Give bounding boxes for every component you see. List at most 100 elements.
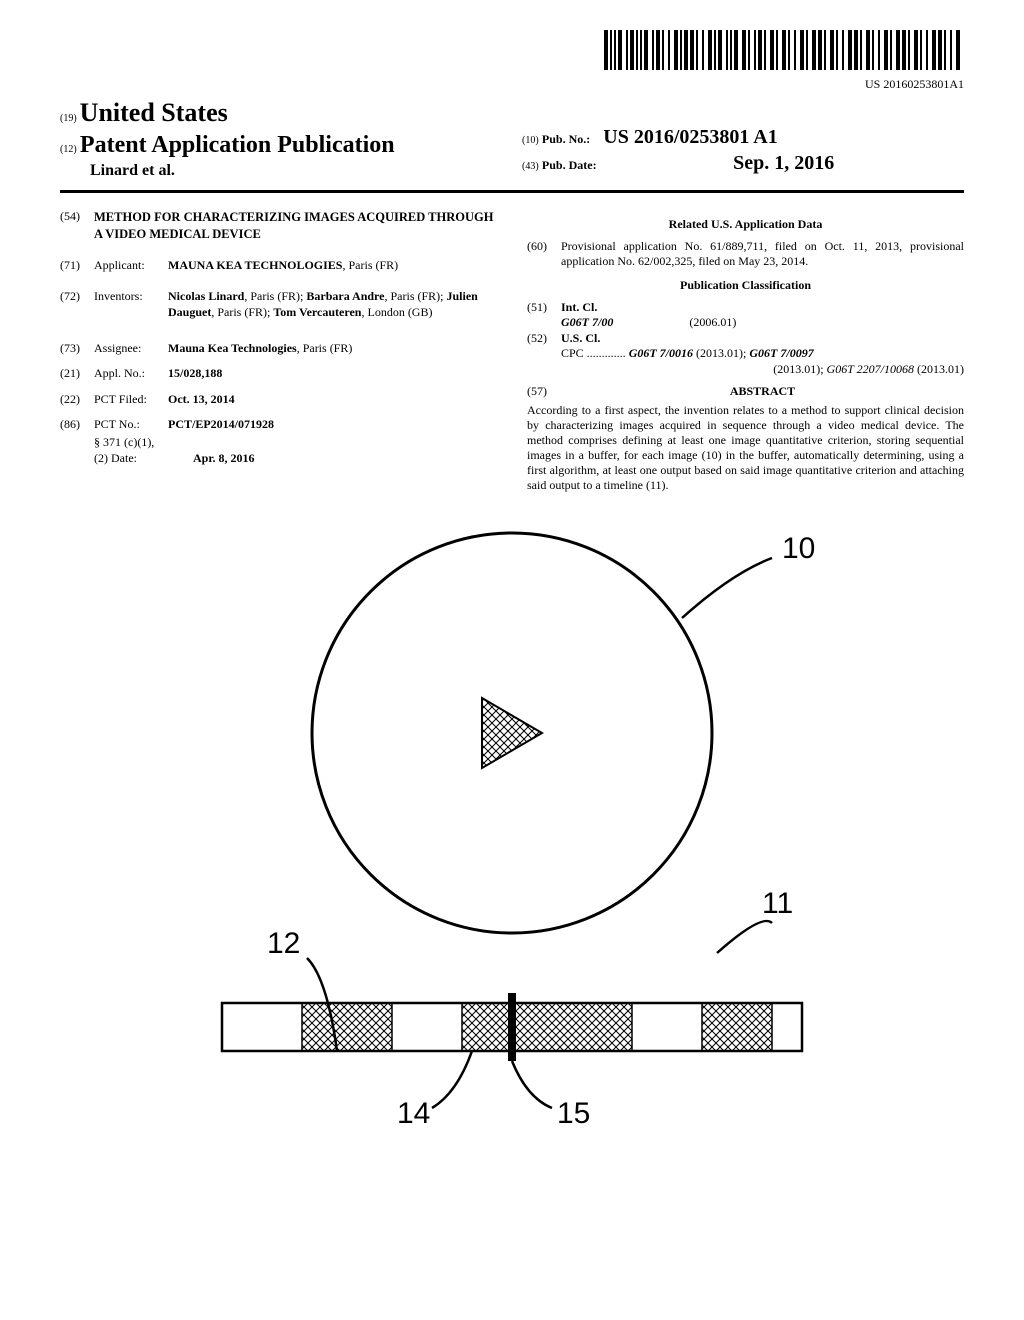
classification-heading: Publication Classification: [527, 278, 964, 294]
abstract-heading: ABSTRACT: [561, 384, 964, 400]
cpc2: G06T 7/0097: [749, 346, 813, 360]
inv2-loc: , Paris (FR);: [384, 289, 446, 303]
pub-date-line: (43) Pub. Date: Sep. 1, 2016: [522, 150, 964, 176]
doc-kind-line: (12) Patent Application Publication: [60, 130, 502, 161]
pub-no-line: (10) Pub. No.: US 2016/0253801 A1: [522, 124, 964, 150]
abstract-text: According to a first aspect, the inventi…: [527, 403, 964, 493]
author-line: Linard et al.: [60, 161, 502, 182]
appl-no: 15/028,188: [168, 366, 497, 382]
intcl-code: (51): [527, 300, 561, 331]
cpc3: G06T 2207/10068: [827, 362, 914, 376]
inventors-label: Inventors:: [94, 289, 168, 320]
right-column: Related U.S. Application Data (60) Provi…: [527, 209, 964, 493]
assignee-label: Assignee:: [94, 341, 168, 357]
barcode: [604, 30, 964, 75]
columns: (54) METHOD FOR CHARACTERIZING IMAGES AC…: [60, 209, 964, 493]
inventors-value: Nicolas Linard, Paris (FR); Barbara Andr…: [168, 289, 497, 320]
pub-no-label: Pub. No.:: [542, 132, 590, 146]
divider: [60, 190, 964, 193]
uscl-label: U.S. Cl.: [561, 331, 964, 347]
assignee-row: (73) Assignee: Mauna Kea Technologies, P…: [60, 341, 497, 357]
figure-label-11: 11: [762, 887, 793, 920]
pct-no-row: (86) PCT No.: PCT/EP2014/071928: [60, 417, 497, 433]
doc-kind: Patent Application Publication: [80, 132, 395, 158]
doc-kind-code: (12): [60, 144, 77, 155]
header-left: (19) United States (12) Patent Applicati…: [60, 96, 502, 182]
sect-date-label: (2) Date:: [94, 451, 137, 465]
inv2-name: Barbara Andre: [306, 289, 384, 303]
provisional-row: (60) Provisional application No. 61/889,…: [527, 239, 964, 270]
assignee-code: (73): [60, 341, 94, 357]
applicant-name: MAUNA KEA TECHNOLOGIES: [168, 258, 342, 272]
applicant-value: MAUNA KEA TECHNOLOGIES, Paris (FR): [168, 258, 497, 274]
prov-code: (60): [527, 239, 561, 270]
left-column: (54) METHOD FOR CHARACTERIZING IMAGES AC…: [60, 209, 497, 493]
barcode-area: US 20160253801A1: [60, 30, 964, 92]
cpc1: G06T 7/0016: [629, 346, 693, 360]
applicant-loc: , Paris (FR): [342, 258, 398, 272]
cpc3-date: (2013.01): [914, 362, 964, 376]
barcode-label: US 20160253801A1: [60, 77, 964, 93]
intcl-date: (2006.01): [689, 315, 736, 329]
pub-no: US 2016/0253801 A1: [603, 126, 777, 148]
header-right: (10) Pub. No.: US 2016/0253801 A1 (43) P…: [502, 96, 964, 176]
intcl-label: Int. Cl.: [561, 300, 964, 316]
intcl-class-line: G06T 7/00 (2006.01): [561, 315, 964, 331]
assignee-value: Mauna Kea Technologies, Paris (FR): [168, 341, 497, 357]
cpc2-date: (2013.01);: [773, 362, 826, 376]
figure-label-10: 10: [782, 532, 815, 565]
sect-date-row: (2) Date: Apr. 8, 2016: [94, 451, 497, 467]
figure-label-15: 15: [557, 1097, 590, 1130]
country-code: (19): [60, 113, 77, 124]
inv1-name: Nicolas Linard: [168, 289, 244, 303]
pct-filed-label: PCT Filed:: [94, 392, 168, 408]
cpc-line: CPC ............. G06T 7/0016 (2013.01);…: [561, 346, 964, 362]
invention-title: METHOD FOR CHARACTERIZING IMAGES ACQUIRE…: [94, 209, 497, 242]
intcl-row: (51) Int. Cl. G06T 7/00 (2006.01): [527, 300, 964, 331]
inventors-code: (72): [60, 289, 94, 320]
pct-no-label: PCT No.:: [94, 417, 168, 433]
appl-no-label: Appl. No.:: [94, 366, 168, 382]
figure-label-12: 12: [267, 927, 300, 960]
inv4-name: Tom Vercauteren: [273, 305, 361, 319]
sect-date: Apr. 8, 2016: [193, 451, 255, 465]
figure-area: 10 11 12 14 15: [60, 523, 964, 1143]
pct-filed-row: (22) PCT Filed: Oct. 13, 2014: [60, 392, 497, 408]
inventors-row: (72) Inventors: Nicolas Linard, Paris (F…: [60, 289, 497, 320]
pct-filed: Oct. 13, 2014: [168, 392, 497, 408]
cpc1-date: (2013.01);: [693, 346, 749, 360]
pub-date: Sep. 1, 2016: [733, 152, 834, 174]
related-heading: Related U.S. Application Data: [527, 217, 964, 233]
title-row: (54) METHOD FOR CHARACTERIZING IMAGES AC…: [60, 209, 497, 242]
country-name: United States: [80, 98, 228, 127]
pct-no-code: (86): [60, 417, 94, 433]
pct-no: PCT/EP2014/071928: [168, 417, 497, 433]
pct-filed-code: (22): [60, 392, 94, 408]
prov-text: Provisional application No. 61/889,711, …: [561, 239, 964, 270]
pub-date-label: Pub. Date:: [542, 158, 597, 172]
sect-371-row: § 371 (c)(1), (2) Date: Apr. 8, 2016: [60, 435, 497, 466]
uscl-code: (52): [527, 331, 561, 378]
appl-no-code: (21): [60, 366, 94, 382]
abstract-code: (57): [527, 384, 561, 400]
cpc-line-2: (2013.01); G06T 2207/10068 (2013.01): [561, 362, 964, 378]
patent-page: US 20160253801A1 (19) United States (12)…: [0, 0, 1024, 1173]
pub-no-code: (10): [522, 135, 539, 146]
uscl-row: (52) U.S. Cl. CPC ............. G06T 7/0…: [527, 331, 964, 378]
patent-figure: 10 11 12 14 15: [172, 523, 852, 1143]
inv1-loc: , Paris (FR);: [244, 289, 306, 303]
title-code: (54): [60, 209, 94, 242]
pub-date-code: (43): [522, 161, 539, 172]
abstract-head-row: (57) ABSTRACT: [527, 384, 964, 400]
intcl-class: G06T 7/00: [561, 315, 613, 329]
intcl-content: Int. Cl. G06T 7/00 (2006.01): [561, 300, 964, 331]
assignee-name: Mauna Kea Technologies: [168, 341, 297, 355]
applicant-code: (71): [60, 258, 94, 274]
inv3-loc: , Paris (FR);: [211, 305, 273, 319]
header-row: (19) United States (12) Patent Applicati…: [60, 96, 964, 182]
inv4-loc: , London (GB): [361, 305, 432, 319]
assignee-loc: , Paris (FR): [297, 341, 353, 355]
applicant-row: (71) Applicant: MAUNA KEA TECHNOLOGIES, …: [60, 258, 497, 274]
cpc-prefix: CPC .............: [561, 346, 626, 360]
uscl-content: U.S. Cl. CPC ............. G06T 7/0016 (…: [561, 331, 964, 378]
